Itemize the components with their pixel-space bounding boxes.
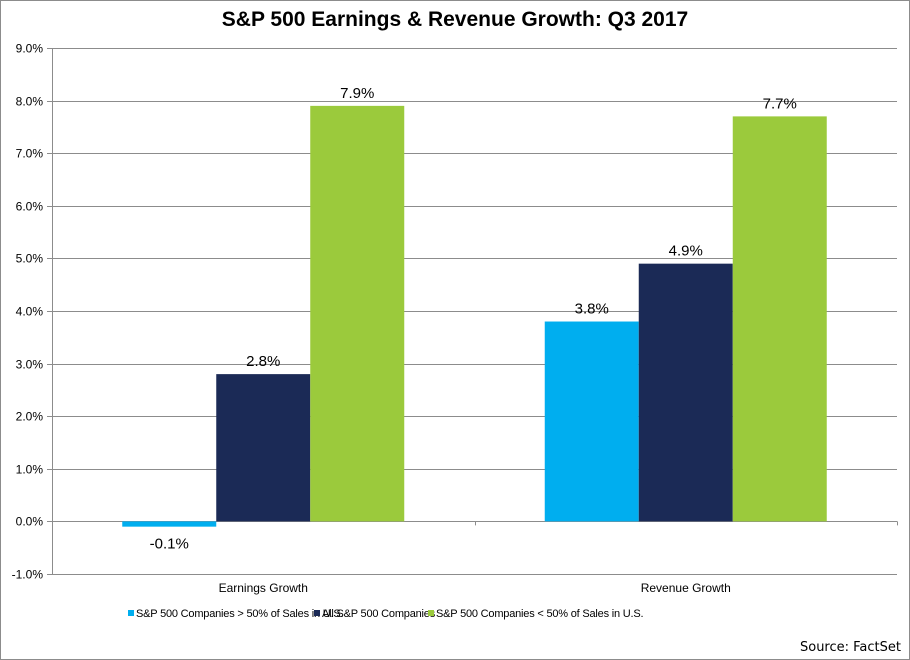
source-note: Source: FactSet — [799, 640, 901, 655]
y-tick-label: 7.0% — [16, 147, 44, 161]
y-tick-label: 4.0% — [16, 305, 44, 319]
legend-label: All S&P 500 Companies — [322, 608, 435, 620]
legend-item-majority-us: S&P 500 Companies > 50% of Sales in U.S. — [128, 608, 344, 620]
legend-item-all: All S&P 500 Companies — [314, 608, 435, 620]
y-tick-label: 5.0% — [16, 252, 44, 266]
y-tick-label: 2.0% — [16, 410, 44, 424]
bar — [638, 263, 733, 522]
legend-swatch — [314, 610, 320, 616]
bar — [122, 521, 217, 527]
data-label: 2.8% — [246, 353, 280, 370]
y-tick-label: -1.0% — [12, 568, 44, 582]
data-label: -0.1% — [150, 536, 189, 553]
category-label: Earnings Growth — [219, 581, 308, 595]
axes — [47, 48, 898, 575]
category-labels: Earnings Growth Revenue Growth — [219, 581, 731, 595]
legend-item-minority-us: S&P 500 Companies < 50% of Sales in U.S. — [428, 608, 644, 620]
legend-swatch — [428, 610, 434, 616]
legend-label: S&P 500 Companies < 50% of Sales in U.S. — [436, 608, 644, 620]
y-tick-label: 0.0% — [16, 515, 44, 529]
legend-swatch — [128, 610, 134, 616]
legend: S&P 500 Companies > 50% of Sales in U.S.… — [0, 608, 910, 624]
bars — [122, 105, 827, 527]
data-label: 3.8% — [575, 301, 609, 318]
bar — [216, 374, 311, 522]
y-tick-label: 9.0% — [16, 42, 44, 56]
bar — [310, 105, 405, 522]
y-tick-labels: -1.0% 0.0% 1.0% 2.0% 3.0% 4.0% 5.0% 6.0% 7.0% 8.0… — [12, 42, 44, 582]
legend-label: S&P 500 Companies > 50% of Sales in U.S. — [136, 608, 344, 620]
chart-title: S&P 500 Earnings & Revenue Growth: Q3 20… — [221, 8, 689, 31]
y-tick-label: 1.0% — [16, 463, 44, 477]
y-tick-label: 3.0% — [16, 358, 44, 372]
category-label: Revenue Growth — [641, 581, 731, 595]
bar — [544, 321, 639, 522]
y-tick-label: 6.0% — [16, 200, 44, 214]
y-tick-label: 8.0% — [16, 95, 44, 109]
data-label: 4.9% — [669, 243, 703, 260]
data-label: 7.9% — [340, 85, 374, 102]
data-labels: -0.1% 2.8% 7.9% 3.8% 4.9% 7.7% — [150, 85, 797, 553]
data-label: 7.7% — [763, 95, 797, 112]
bar — [732, 116, 827, 522]
